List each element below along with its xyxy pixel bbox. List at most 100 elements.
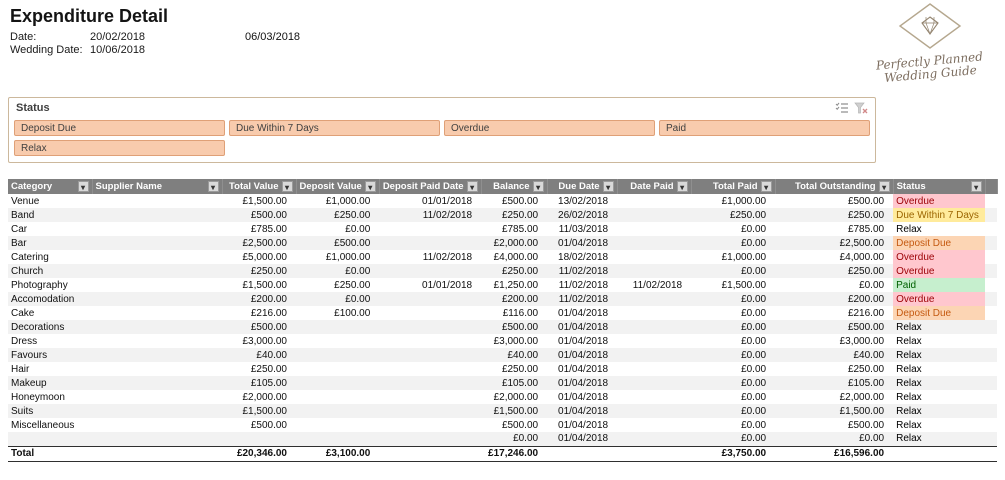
table-cell[interactable]: Makeup [11,377,47,389]
table-cell[interactable]: £0.00 [741,377,767,389]
table-cell[interactable] [379,404,481,418]
table-cell[interactable] [92,236,222,250]
table-cell[interactable] [379,222,481,236]
table-cell[interactable]: £200.00 [501,293,539,305]
table-cell[interactable]: £0.00 [741,363,767,375]
status-cell[interactable]: Deposit Due [893,236,986,250]
table-cell[interactable]: £2,500.00 [839,237,885,249]
table-cell[interactable]: Suits [11,405,34,417]
table-cell[interactable] [296,404,379,418]
table-cell[interactable]: £250.00 [250,265,287,277]
table-cell[interactable] [617,208,691,222]
table-cell[interactable] [379,320,481,334]
table-cell[interactable]: Honeymoon [11,391,65,403]
table-cell[interactable] [617,334,691,348]
filter-dropdown-icon[interactable]: ▾ [970,181,982,192]
status-cell[interactable]: Overdue [893,250,986,264]
table-cell[interactable] [92,418,222,432]
table-cell[interactable]: £250.00 [501,209,539,221]
table-cell[interactable]: £0.00 [859,433,885,445]
filter-dropdown-icon[interactable]: ▾ [676,181,688,192]
table-cell[interactable]: 01/04/2018 [558,363,609,375]
status-cell[interactable]: Relax [896,405,922,417]
table-cell[interactable]: £500.00 [501,419,539,431]
table-cell[interactable] [617,264,691,278]
table-cell[interactable] [617,292,691,306]
table-cell[interactable] [617,250,691,264]
table-cell[interactable] [92,320,222,334]
table-cell[interactable]: £785.00 [847,223,885,235]
total-cell[interactable]: £3,750.00 [691,445,776,462]
table-cell[interactable] [379,390,481,404]
table-cell[interactable]: £1,500.00 [242,405,288,417]
table-cell[interactable] [617,432,691,446]
table-cell[interactable]: £1,500.00 [839,405,885,417]
table-cell[interactable]: £1,000.00 [325,195,371,207]
status-cell[interactable]: Due Within 7 Days [893,208,986,222]
table-cell[interactable]: £1,500.00 [242,279,288,291]
table-cell[interactable]: £0.00 [741,321,767,333]
table-cell[interactable] [296,320,379,334]
table-cell[interactable]: £250.00 [334,279,371,291]
total-cell[interactable] [617,445,692,462]
status-cell[interactable]: Relax [896,223,922,235]
table-cell[interactable] [617,222,691,236]
table-cell[interactable]: £0.00 [741,433,767,445]
table-cell[interactable]: Venue [11,195,40,207]
table-cell[interactable]: £1,500.00 [242,195,288,207]
table-cell[interactable]: £250.00 [501,363,539,375]
total-cell[interactable]: £17,246.00 [481,445,548,462]
table-cell[interactable]: £500.00 [250,321,287,333]
table-cell[interactable]: £250.00 [729,209,767,221]
table-cell[interactable]: £3,000.00 [242,335,288,347]
table-cell[interactable] [617,320,691,334]
table-cell[interactable] [296,432,379,446]
table-cell[interactable]: £1,500.00 [493,405,539,417]
table-cell[interactable]: £500.00 [334,237,371,249]
table-cell[interactable]: £250.00 [334,209,371,221]
table-cell[interactable]: £0.00 [741,349,767,361]
slicer-button-deposit-due[interactable]: Deposit Due [14,120,225,136]
table-cell[interactable]: £216.00 [847,307,885,319]
table-cell[interactable]: £0.00 [741,419,767,431]
table-cell[interactable] [379,334,481,348]
table-cell[interactable]: £0.00 [513,433,539,445]
table-cell[interactable]: 01/04/2018 [558,419,609,431]
table-cell[interactable]: £2,000.00 [493,391,539,403]
table-cell[interactable]: 01/04/2018 [558,349,609,361]
status-cell[interactable]: Relax [896,419,922,431]
filter-dropdown-icon[interactable]: ▾ [602,181,614,192]
table-cell[interactable]: 01/04/2018 [558,391,609,403]
table-cell[interactable]: £2,500.00 [242,237,288,249]
table-cell[interactable]: £40.00 [256,349,287,361]
table-cell[interactable]: £785.00 [501,223,539,235]
table-cell[interactable]: Cake [11,307,35,319]
table-cell[interactable] [92,292,222,306]
slicer-button-paid[interactable]: Paid [659,120,870,136]
table-cell[interactable]: 01/04/2018 [558,335,609,347]
table-cell[interactable]: £500.00 [250,419,287,431]
table-cell[interactable]: Catering [11,251,49,263]
table-cell[interactable]: Band [11,209,35,221]
table-cell[interactable] [92,376,222,390]
table-cell[interactable] [92,404,222,418]
status-cell[interactable]: Relax [896,433,922,445]
multi-select-icon[interactable] [834,101,850,115]
table-cell[interactable] [8,432,92,446]
table-cell[interactable] [617,236,691,250]
table-cell[interactable]: 01/04/2018 [558,405,609,417]
table-cell[interactable]: £0.00 [741,405,767,417]
table-cell[interactable]: £105.00 [250,377,287,389]
table-cell[interactable]: £1,500.00 [721,279,767,291]
table-cell[interactable] [379,264,481,278]
table-cell[interactable]: £0.00 [741,335,767,347]
clear-filter-icon[interactable] [853,101,869,115]
status-cell[interactable]: Relax [896,363,922,375]
table-cell[interactable] [92,334,222,348]
table-cell[interactable] [92,222,222,236]
slicer-button-due-within-7-days[interactable]: Due Within 7 Days [229,120,440,136]
table-cell[interactable] [379,418,481,432]
status-cell[interactable]: Overdue [893,292,986,306]
table-cell[interactable] [92,194,222,208]
table-cell[interactable] [92,348,222,362]
